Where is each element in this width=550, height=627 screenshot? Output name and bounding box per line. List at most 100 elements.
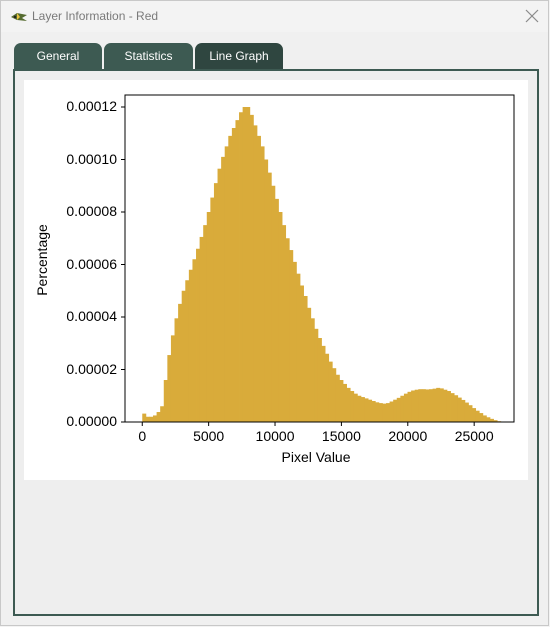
y-tick-label: 0.00006	[66, 255, 117, 272]
axes-frame	[124, 94, 515, 423]
histogram-bar	[335, 374, 340, 422]
histogram-bar	[407, 391, 412, 422]
histogram-bar	[429, 389, 434, 422]
histogram-bar	[386, 403, 390, 422]
histogram-bar	[142, 413, 147, 422]
histogram-bar	[325, 353, 330, 422]
histogram-bar	[181, 290, 186, 422]
histogram-bar	[489, 418, 494, 422]
histogram-bar	[464, 402, 469, 422]
histogram-bar	[443, 389, 448, 422]
histogram-bar	[342, 383, 347, 422]
histogram-bar	[249, 114, 254, 422]
histogram-bar	[170, 335, 175, 422]
x-axis-label: Pixel Value	[281, 449, 351, 465]
histogram-bar	[346, 387, 351, 422]
histogram-bar	[307, 307, 312, 422]
histogram-bar	[274, 198, 279, 422]
histogram-bar	[213, 183, 218, 422]
histogram-bar	[253, 125, 258, 422]
histogram-bar	[436, 387, 441, 422]
histogram-bar	[246, 107, 251, 422]
x-tick-label: 25000	[454, 428, 494, 444]
y-tick-label: 0.00012	[66, 98, 117, 114]
histogram-bar	[199, 236, 204, 422]
histogram-bar	[425, 389, 430, 422]
histogram-bar	[192, 259, 197, 422]
x-tick-label: 20000	[388, 428, 428, 444]
histogram-bar	[375, 402, 380, 422]
histogram-bar	[296, 273, 301, 422]
histogram-chart: 0.00000 0.00002 0.00004 0.00006 0.00008 0.000…	[24, 80, 528, 480]
histogram-bar	[217, 168, 222, 422]
histogram-bar	[156, 412, 161, 422]
histogram-bar	[256, 135, 261, 422]
histogram-bar	[382, 403, 387, 422]
histogram-bar	[360, 397, 365, 422]
histogram-bar	[267, 172, 272, 422]
histogram-bar	[396, 397, 401, 422]
y-tick-label: 0.00004	[66, 308, 117, 324]
histogram-bar	[389, 401, 394, 422]
histogram-bar	[206, 212, 211, 422]
tab-general[interactable]: General	[14, 43, 102, 70]
histogram-bar	[188, 269, 193, 422]
histogram-bar	[228, 135, 233, 422]
histogram-bar	[457, 397, 462, 422]
histogram-bar	[278, 212, 283, 422]
histogram-bar	[231, 128, 236, 422]
histogram-bar	[271, 185, 276, 422]
window-title: Layer Information - Red	[32, 9, 159, 23]
x-tick-label: 0	[138, 428, 147, 444]
histogram-bar	[260, 146, 265, 422]
histogram-bar	[299, 285, 304, 422]
histogram-bar	[285, 238, 290, 422]
histogram-bar	[292, 261, 297, 422]
histogram-bar	[242, 107, 247, 422]
histogram-bar	[475, 410, 480, 422]
histogram-bar	[321, 345, 326, 422]
histogram-bar	[378, 403, 383, 422]
histogram-bars	[142, 107, 502, 422]
histogram-bar	[493, 420, 498, 422]
histogram-bar	[472, 408, 477, 422]
histogram-bar	[303, 296, 308, 422]
histogram-bar	[328, 361, 333, 422]
y-axis-label: Percentage	[33, 224, 50, 296]
histogram-bar	[461, 399, 466, 422]
histogram-bar	[185, 280, 190, 422]
histogram-bar	[371, 401, 376, 422]
histogram-bar	[239, 112, 244, 422]
app-icon	[11, 13, 27, 21]
histogram-bar	[353, 393, 358, 422]
histogram-bar	[400, 395, 405, 422]
histogram-bar	[339, 380, 344, 422]
y-tick-label: 0.00010	[66, 150, 117, 167]
x-tick-label: 15000	[321, 428, 361, 444]
histogram-bar	[221, 156, 226, 422]
histogram-bar	[145, 416, 150, 422]
tab-line-graph[interactable]: Line Graph	[195, 43, 283, 70]
x-tick-label: 10000	[255, 428, 295, 444]
histogram-bar	[421, 389, 426, 422]
histogram-bar	[203, 225, 208, 422]
histogram-bar	[163, 380, 168, 422]
close-button[interactable]	[522, 6, 542, 26]
histogram-bar	[310, 318, 315, 422]
histogram-bar	[282, 225, 287, 422]
tab-statistics[interactable]: Statistics	[104, 43, 193, 70]
histogram-bar	[468, 405, 473, 422]
histogram-bar	[418, 389, 423, 422]
histogram-bar	[174, 318, 179, 422]
histogram-bar	[153, 415, 157, 422]
histogram-bar	[235, 120, 240, 422]
histogram-bar	[403, 393, 408, 422]
histogram-bar	[350, 391, 355, 422]
histogram-bar	[160, 406, 165, 422]
y-tick-label: 0.00000	[66, 413, 117, 429]
histogram-bar	[314, 328, 319, 422]
close-icon	[525, 9, 539, 23]
histogram-bar	[317, 338, 322, 422]
histogram-bar	[264, 159, 269, 422]
